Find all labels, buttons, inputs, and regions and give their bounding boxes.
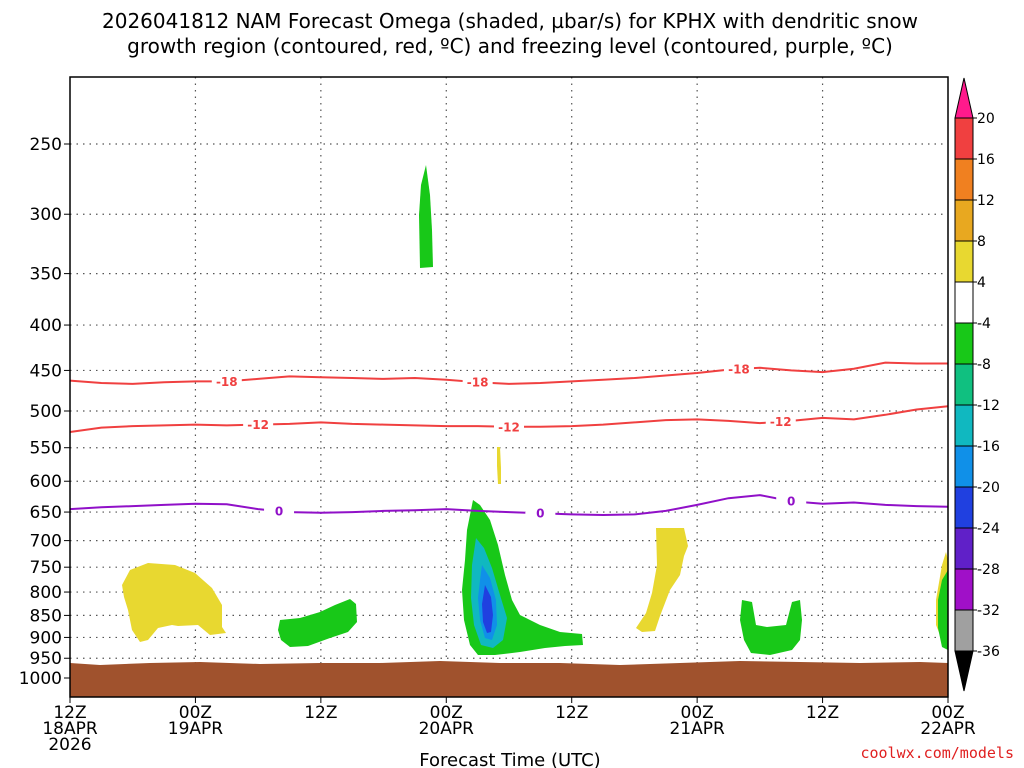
colorbar-swatch [954, 158, 974, 201]
colorbar-label: -12 [977, 398, 1000, 414]
colorbar-label: -32 [977, 603, 1000, 619]
colorbar-label: -8 [977, 357, 991, 373]
colorbar-swatch [954, 281, 974, 324]
contour-label-bg [243, 417, 274, 432]
x-tick-label: 19APR [168, 719, 224, 739]
x-tick-label: 22APR [920, 719, 976, 739]
colorbar-label: 12 [977, 193, 995, 209]
x-tick-label: 2026 [48, 735, 91, 755]
chart-title-line-1: 2026041812 NAM Forecast Omega (shaded, µ… [102, 9, 918, 33]
colorbar-label: -24 [977, 521, 1000, 537]
colorbar-swatch [954, 445, 974, 488]
contour-label: -18 [467, 376, 489, 390]
colorbar-swatch [954, 404, 974, 447]
y-tick-label: 750 [30, 558, 62, 578]
y-tick-label: 1000 [19, 669, 62, 689]
colorbar-top-arrow [954, 77, 974, 119]
colorbar-swatch [954, 240, 974, 283]
y-tick-label: 950 [30, 649, 62, 669]
colorbar-swatch [954, 568, 974, 611]
omega-positive-region [636, 528, 688, 632]
x-tick-label: 18APR [42, 719, 98, 739]
colorbar-label: -16 [977, 439, 1000, 455]
contour-label-bg [765, 414, 796, 429]
omega-negative-region [938, 570, 948, 650]
colorbar-label: -20 [977, 480, 1000, 496]
contour-label: -12 [770, 415, 792, 429]
temperature-contours: -18 -18 -18 -12 -12 -12 0 0 0 [69, 361, 949, 521]
omega-negative-region [419, 165, 433, 268]
contour-label-bg [462, 375, 493, 390]
y-tick-label: 400 [30, 316, 62, 336]
colorbar-label: 20 [977, 111, 995, 127]
y-tick-label: 500 [30, 402, 62, 422]
x-tick-label: 12Z [304, 703, 337, 723]
x-axis-label: Forecast Time (UTC) [419, 750, 600, 768]
contour-label-bg [776, 494, 807, 509]
x-tick-label: 21APR [669, 719, 725, 739]
x-tick-label: 00Z [681, 703, 714, 723]
y-tick-label: 350 [30, 265, 62, 285]
contour-label: -18 [216, 375, 238, 389]
ground-surface [70, 661, 948, 697]
contour-label-bg [264, 504, 295, 519]
contour-label-bg [211, 374, 242, 389]
colorbar-swatch [954, 363, 974, 406]
colorbar-swatch [954, 322, 974, 365]
x-tick-label: 00Z [931, 703, 964, 723]
x-tick-label: 12Z [555, 703, 588, 723]
colorbar-swatch [954, 486, 974, 529]
colorbar: 20 16 12 8 4 -4 -8 -12 -16 -20 -24 -28 -32 -36 [954, 77, 1000, 692]
colorbar-label: 8 [977, 234, 986, 250]
y-tick-label: 300 [30, 205, 62, 225]
y-tick-label: 600 [30, 472, 62, 492]
y-tick-label: 450 [30, 361, 62, 381]
colorbar-label: 4 [977, 275, 986, 291]
colorbar-swatch [954, 527, 974, 570]
credit-text: coolwx.com/models [860, 744, 1014, 762]
y-tick-label: 250 [30, 135, 62, 155]
x-tick-label: 00Z [430, 703, 463, 723]
y-tick-label: 850 [30, 606, 62, 626]
contour-label: 0 [536, 507, 544, 521]
plot-frame [69, 76, 949, 698]
colorbar-bottom-arrow [954, 650, 974, 692]
colorbar-swatch [954, 609, 974, 652]
contour-label-bg [494, 419, 524, 434]
x-tick-label: 20APR [419, 719, 475, 739]
contour-label: -18 [728, 362, 750, 376]
contour-label-bg [723, 361, 754, 376]
y-tick-label: 550 [30, 439, 62, 459]
contour-label: 0 [787, 495, 795, 509]
omega-positive-region [122, 563, 226, 642]
colorbar-label: -28 [977, 562, 1000, 578]
colorbar-label: 16 [977, 152, 995, 168]
colorbar-swatch [954, 199, 974, 242]
y-axis: 2503003504004505005506006507007508008509… [19, 135, 70, 689]
colorbar-label: -36 [977, 644, 1000, 660]
contour-label: -12 [247, 418, 269, 432]
y-tick-label: 800 [30, 583, 62, 603]
y-tick-label: 900 [30, 628, 62, 648]
x-tick-label: 00Z [179, 703, 212, 723]
omega-negative-region [482, 585, 493, 633]
chart-title-line-2: growth region (contoured, red, ºC) and f… [127, 34, 893, 58]
colorbar-label: -4 [977, 316, 991, 332]
omega-negative-region [740, 600, 802, 655]
x-tick-label: 12Z [806, 703, 839, 723]
y-tick-label: 650 [30, 503, 62, 523]
omega-negative-region [278, 599, 357, 647]
contour-label-bg [525, 506, 556, 521]
contour-label: 0 [275, 505, 283, 519]
y-tick-label: 700 [30, 532, 62, 552]
omega-shading [122, 165, 948, 655]
x-tick-label: 12Z [53, 703, 86, 723]
contour-label: -12 [498, 420, 520, 434]
colorbar-swatch [954, 117, 974, 160]
omega-positive-region [497, 447, 501, 484]
